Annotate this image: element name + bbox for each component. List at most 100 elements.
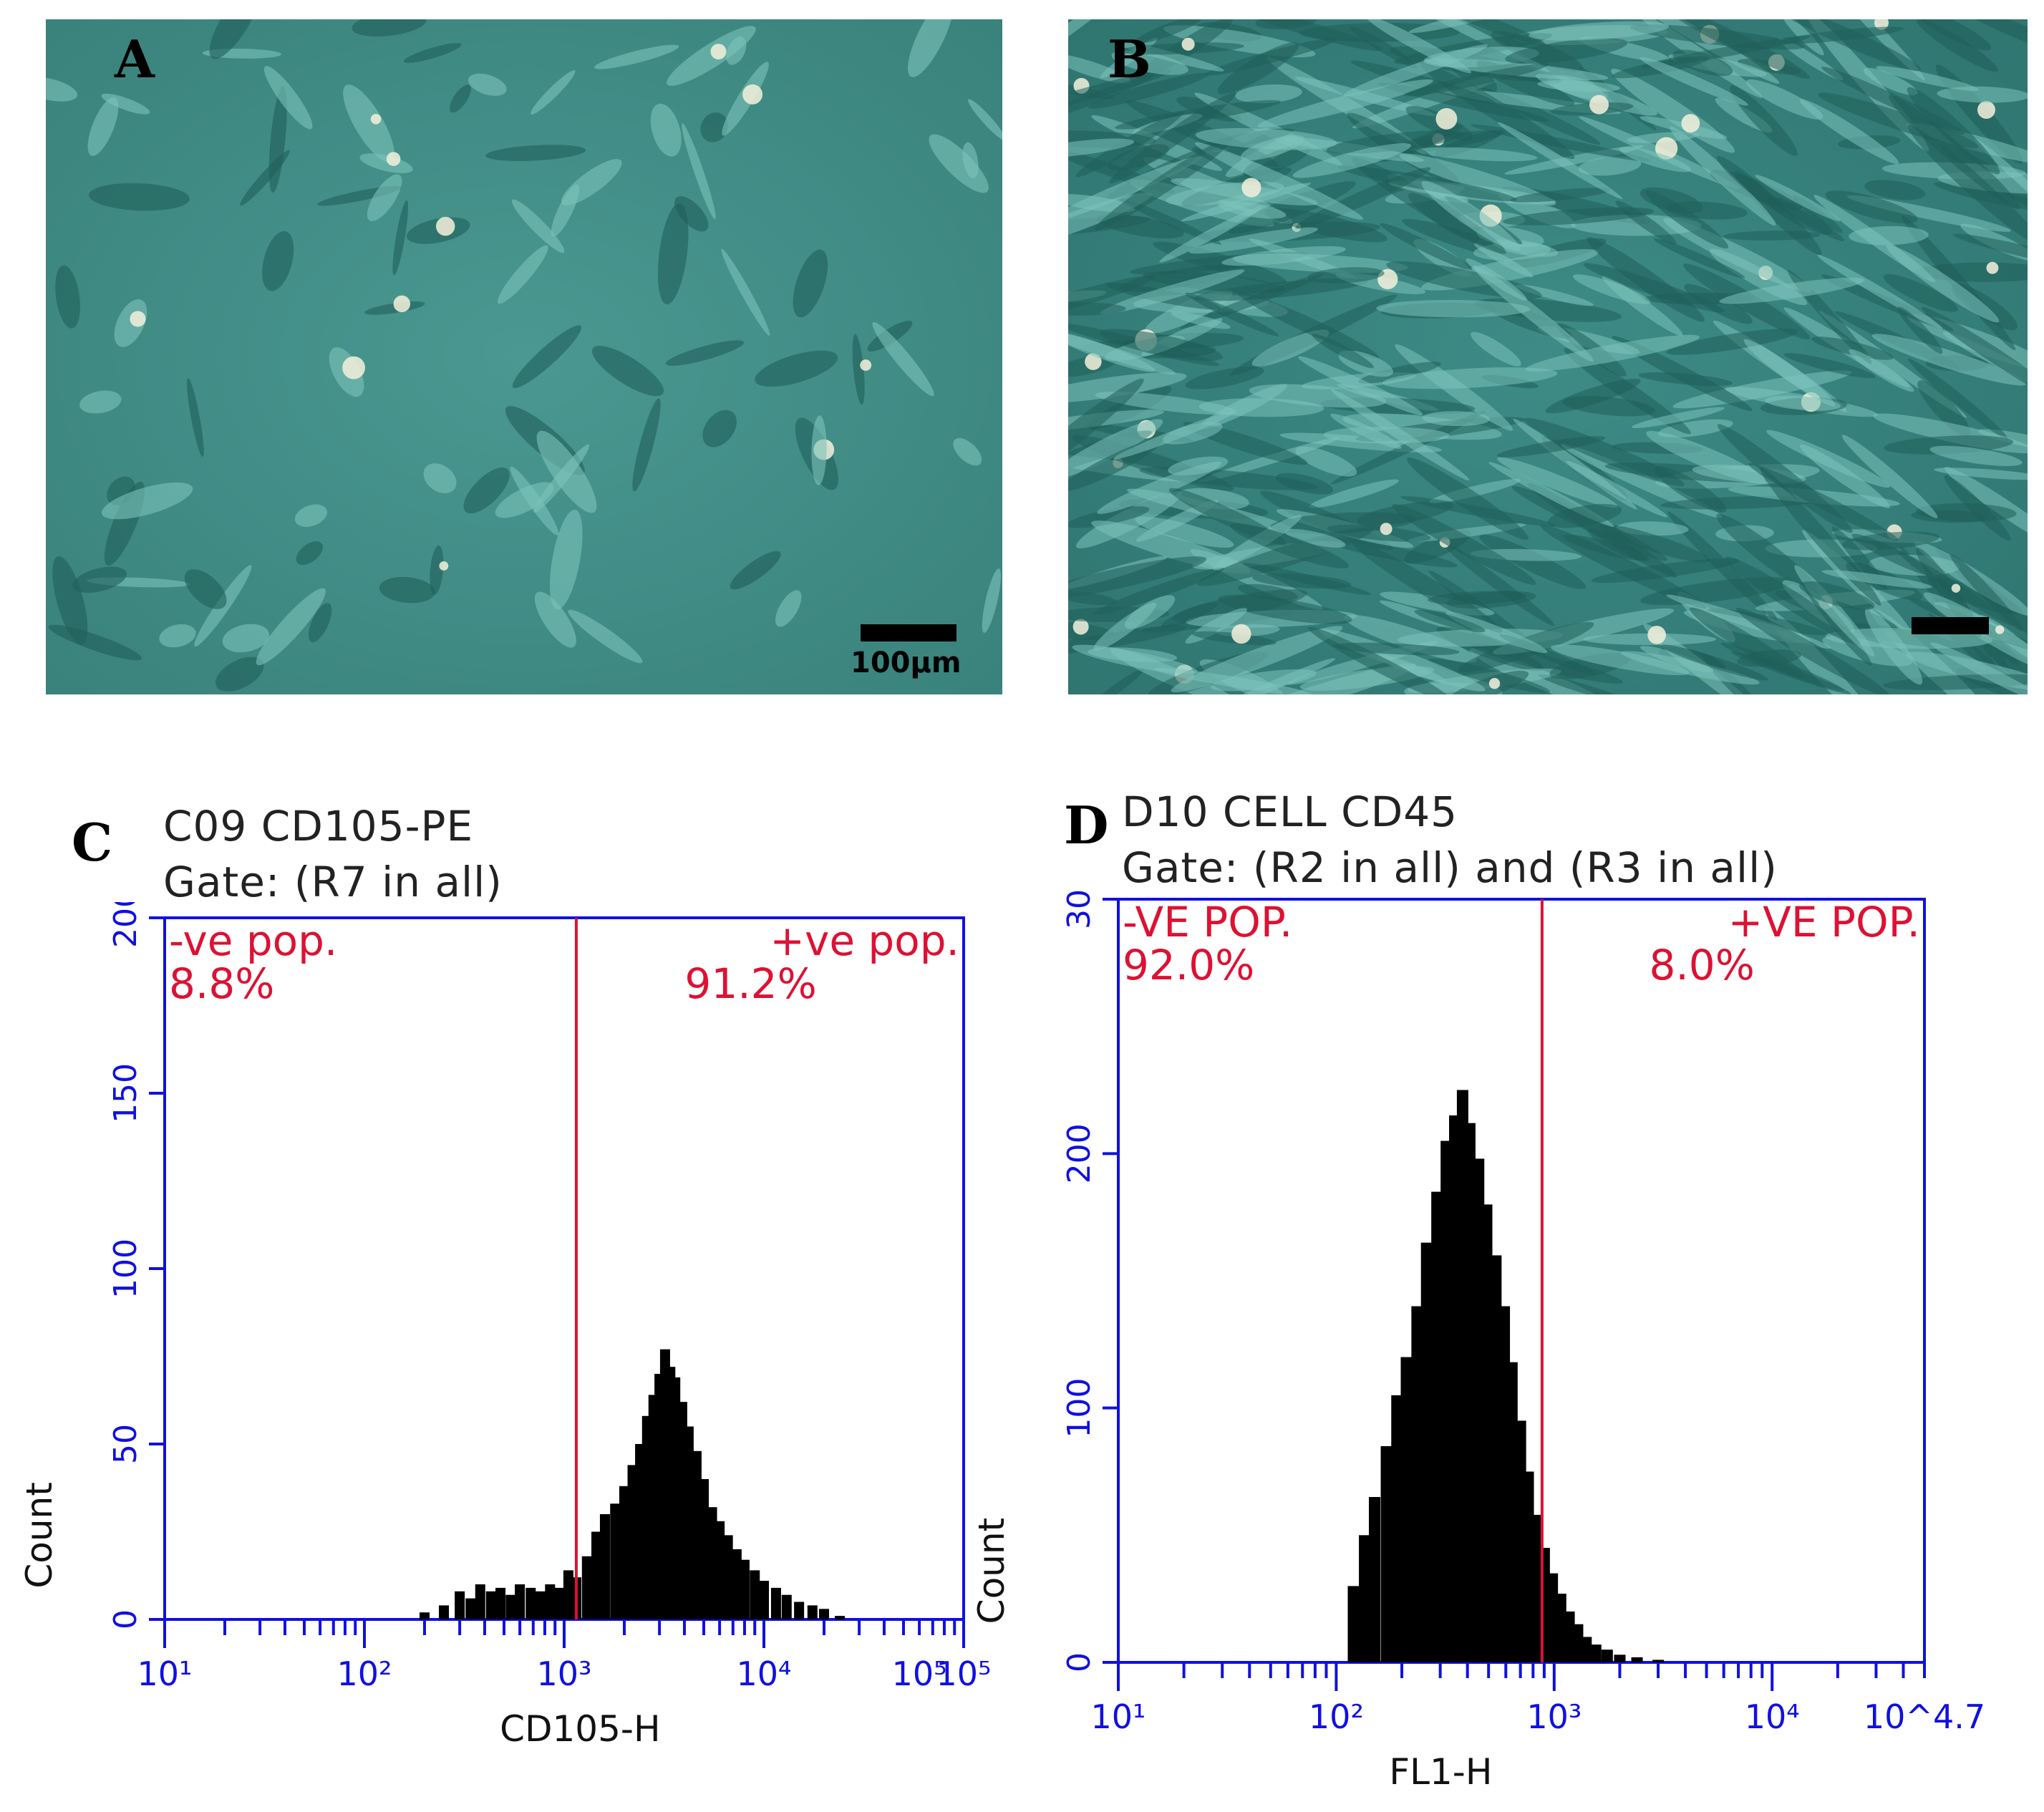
cell-shape <box>511 199 565 253</box>
histogram-bar <box>781 1594 792 1619</box>
panel-letter-c: C <box>72 812 113 873</box>
histogram-bar <box>619 1486 629 1619</box>
histogram-bar <box>1589 1644 1602 1662</box>
bright-cell-shape <box>1995 625 2005 634</box>
cell-shape <box>1666 329 1798 355</box>
cell-shape <box>1307 626 1457 694</box>
cell-shape <box>403 43 462 63</box>
cell-shape <box>666 340 745 366</box>
cell-shape <box>1284 528 1346 548</box>
cell-shape <box>1551 644 1690 676</box>
cell-shape <box>1716 513 1819 594</box>
histogram-bar <box>818 1609 829 1619</box>
cell-shape <box>1422 411 1491 427</box>
histogram-bar <box>439 1605 450 1619</box>
cell-shape <box>1723 231 1821 241</box>
cell-shape <box>1239 19 1382 52</box>
cell-shape <box>1135 516 1234 548</box>
cell-shape <box>184 569 227 609</box>
cell-shape <box>1639 57 1748 106</box>
cell-shape <box>1562 396 1656 417</box>
cell-shape <box>262 231 294 291</box>
y-tick-label: 0 <box>107 1609 144 1629</box>
cell-shape <box>1185 367 1264 389</box>
histogram-bar <box>759 1581 769 1619</box>
x-tick-label: 10⁵ <box>892 1654 947 1693</box>
cell-shape <box>1351 540 1503 633</box>
cell-shape <box>1275 473 1334 495</box>
cell-shape <box>1538 674 1634 694</box>
cell-shape <box>1591 558 1739 583</box>
cell-shape <box>667 26 756 86</box>
cell-shape <box>1428 658 1551 694</box>
cell-shape <box>1068 302 1126 316</box>
cell-shape <box>1086 668 1145 694</box>
cell-shape <box>1408 19 1511 34</box>
cell-shape <box>352 19 427 37</box>
x-tick-label: 10^4.7 <box>1864 1697 1985 1736</box>
histogram-bar <box>475 1584 485 1619</box>
cell-shape <box>1766 430 1890 488</box>
cell-shape <box>1502 207 1655 226</box>
bright-cell-shape <box>1488 678 1501 689</box>
cell-shape <box>468 73 507 96</box>
cell-shape <box>1772 19 1922 72</box>
histogram-bar <box>599 1514 610 1619</box>
cell-shape <box>1068 138 1135 158</box>
histogram-bar <box>1601 1649 1613 1662</box>
bright-cell-shape <box>1589 95 1609 115</box>
cell-shape <box>1358 362 1441 384</box>
cell-shape <box>1974 137 2028 228</box>
cell-shape <box>536 430 597 513</box>
cell-shape <box>1416 147 1538 162</box>
histogram-bar <box>1369 1497 1381 1662</box>
cell-shape <box>561 159 622 205</box>
histogram-bar <box>563 1570 573 1619</box>
cell-shape <box>88 183 190 211</box>
cell-shape <box>1376 299 1531 318</box>
cell-shape <box>1537 79 1621 92</box>
cell-shape <box>1134 19 1203 44</box>
bright-cell-shape <box>1977 100 1995 119</box>
cell-shape <box>1743 339 1836 407</box>
bright-cell-shape <box>860 359 872 371</box>
cell-shape <box>1445 611 1548 654</box>
cell-shape <box>1307 267 1385 284</box>
histogram-bar <box>1420 1242 1433 1662</box>
bright-cell-shape <box>1951 583 1961 593</box>
cell-shape <box>1204 38 1337 76</box>
histogram-bar <box>581 1556 592 1619</box>
cell-shape <box>568 609 643 664</box>
cell-shape <box>1327 524 1431 542</box>
cell-shape <box>1657 419 1733 438</box>
cell-shape <box>240 150 290 206</box>
cell-shape <box>775 590 802 627</box>
histogram-bar <box>1391 1395 1403 1662</box>
cell-shape <box>1171 311 1231 329</box>
cell-shape <box>222 624 270 653</box>
cell-shape <box>1118 198 1222 245</box>
cell-shape <box>1118 42 1244 55</box>
cell-shape <box>1913 262 2028 282</box>
histogram-bar <box>554 1587 565 1619</box>
y-tick-label: 0 <box>1061 1652 1098 1672</box>
cell-shape <box>730 551 781 590</box>
cell-shape <box>1660 644 1768 681</box>
gate-percent-label: 8.0% <box>1649 941 1754 989</box>
cell-shape <box>1211 669 1317 692</box>
histogram-bar <box>770 1587 781 1619</box>
cell-shape <box>1292 142 1412 178</box>
cell-shape <box>1068 331 1156 372</box>
histogram-bar <box>807 1605 818 1619</box>
cell-shape <box>1716 155 1785 214</box>
cell-shape <box>1392 504 1536 586</box>
cell-shape <box>1298 356 1423 415</box>
cell-shape <box>650 103 682 157</box>
histogram-bar <box>1359 1535 1371 1662</box>
cell-shape <box>1764 395 1841 411</box>
cell-shape <box>296 541 323 566</box>
bright-cell-shape <box>342 356 366 379</box>
cell-shape <box>1864 180 1926 200</box>
gate-name-label: +VE POP. <box>1728 898 1920 946</box>
panel-letter-a: A <box>115 29 155 89</box>
